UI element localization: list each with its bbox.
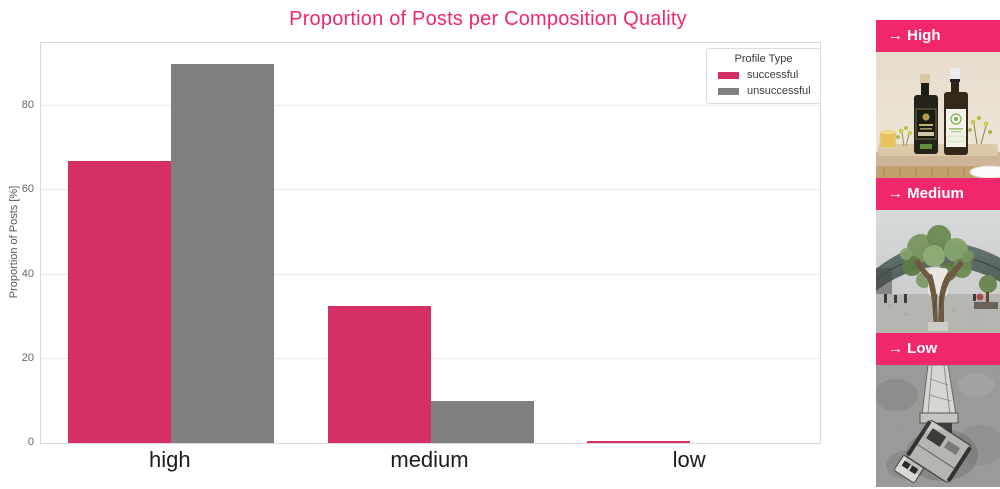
plot-area	[40, 42, 821, 444]
bar-successful-low	[587, 440, 691, 443]
legend-label-successful: successful	[747, 69, 799, 81]
x-tick-label-low: low	[672, 447, 706, 472]
gridline	[41, 189, 820, 191]
legend-swatch-unsuccessful	[718, 87, 739, 95]
legend: Profile Type successful unsuccessful	[706, 48, 821, 104]
legend-swatch-successful	[718, 71, 739, 79]
x-tick-label-high: high	[149, 447, 191, 472]
olive-oil-bottles-photo	[876, 52, 1000, 178]
chart-title: Proportion of Posts per Composition Qual…	[289, 8, 687, 30]
bar-successful-medium	[327, 306, 431, 443]
gridline	[41, 273, 820, 275]
y-tick-label: 20	[21, 351, 34, 364]
gridline	[41, 357, 820, 359]
bar-successful-high	[67, 160, 171, 443]
y-tick-label: 0	[27, 436, 34, 448]
machinery-aerial-grayscale-photo	[876, 365, 1000, 487]
y-tick-label: 60	[21, 183, 34, 196]
oil-glass	[879, 129, 897, 149]
legend-title: Profile Type	[734, 53, 793, 65]
y-axis-label: Proportion of Posts [%]	[8, 185, 20, 299]
bystanders	[884, 294, 976, 303]
y-tick-label: 40	[21, 267, 34, 280]
bar-unsuccessful-high	[170, 64, 274, 443]
x-tick-label-medium: medium	[390, 447, 469, 472]
truck-cab	[894, 455, 924, 483]
flowers-left	[896, 126, 913, 147]
example-header-high: → High	[876, 20, 1000, 52]
flowers-right	[968, 115, 992, 145]
tree-trunk	[914, 259, 964, 328]
gridline	[41, 105, 820, 107]
y-tick-label: 80	[21, 99, 34, 112]
legend-label-unsuccessful: unsuccessful	[747, 85, 811, 97]
olive-tree-outdoor-photo	[876, 210, 1000, 333]
legend-item-successful: successful	[713, 69, 814, 81]
example-header-medium: → Medium	[876, 178, 1000, 210]
bottle-right	[944, 68, 968, 155]
bar-unsuccessful-medium	[430, 400, 534, 443]
legend-item-unsuccessful: unsuccessful	[713, 85, 814, 97]
examples-panel: → High	[876, 20, 1000, 487]
truck-platform	[906, 419, 972, 483]
bottle-left	[914, 74, 938, 154]
example-header-low: → Low	[876, 333, 1000, 365]
